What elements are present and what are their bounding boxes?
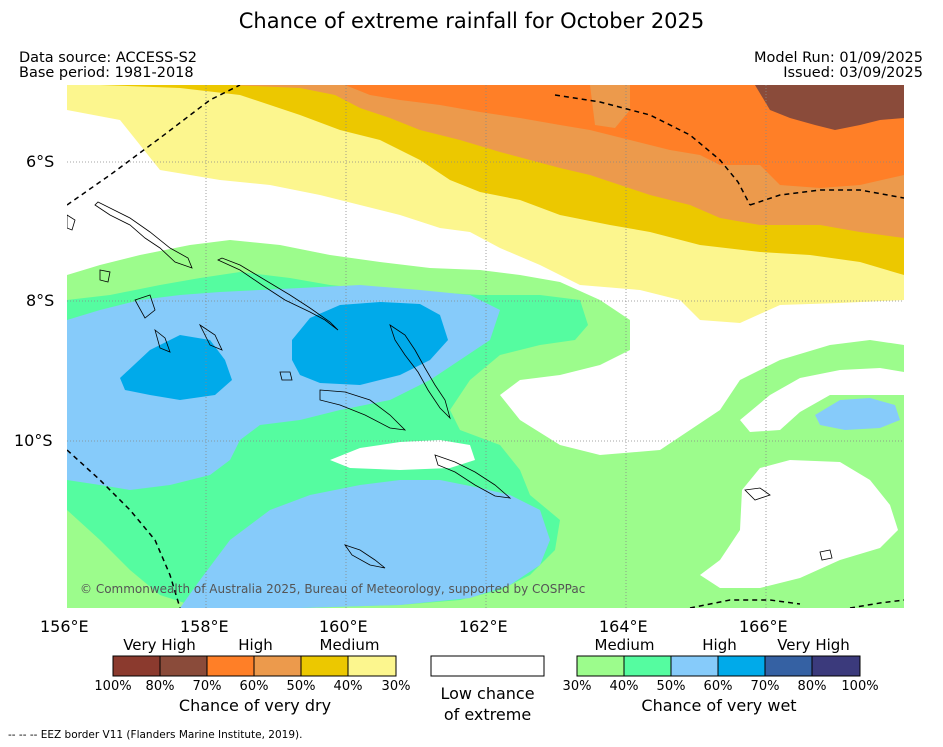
dry-50-patch [590, 85, 630, 128]
dry-tick-50: 50% [286, 679, 316, 694]
model-run: Model Run: 01/09/2025 [753, 50, 923, 66]
wet-tick-100: 100% [841, 679, 879, 694]
lon-label-156e: 156°E [40, 617, 89, 636]
dry-swatch-1 [112, 655, 161, 677]
wet-level-medium: Medium [594, 636, 655, 654]
map-field [67, 85, 904, 608]
wet-tick-30: 30% [562, 679, 592, 694]
wet-colorbar [576, 655, 861, 677]
wet-50-south [180, 480, 550, 608]
low-chance-patch-1 [330, 440, 475, 470]
coastlines [67, 201, 833, 569]
lon-label-166e: 166°E [739, 617, 788, 636]
meta-right: Model Run: 01/09/2025 Issued: 03/09/2025 [754, 51, 923, 81]
lon-label-164e: 164°E [599, 617, 648, 636]
dry-tick-30: 30% [381, 679, 411, 694]
copyright-notice: © Commonwealth of Australia 2025, Bureau… [80, 582, 586, 596]
meta-left: Data source: ACCESS-S2 Base period: 1981… [19, 51, 197, 81]
dry-swatch-4 [253, 655, 302, 677]
dry-tick-40: 40% [333, 679, 363, 694]
wet-50-east [815, 398, 900, 430]
low-chance-patch-2 [700, 460, 898, 588]
dry-tick-60: 60% [239, 679, 269, 694]
base-period: Base period: 1981-2018 [19, 65, 194, 81]
wet-caption: Chance of very wet [641, 696, 797, 715]
dry-tick-100: 100% [94, 679, 132, 694]
lat-label-8s: 8°S [26, 291, 55, 310]
wet-swatch-6 [811, 655, 861, 677]
dry-caption: Chance of very dry [178, 696, 332, 715]
low-chance-line2: of extreme [443, 705, 532, 724]
dry-swatch-6 [347, 655, 397, 677]
wet-swatch-2 [623, 655, 672, 677]
wet-tick-60: 60% [703, 679, 733, 694]
dry-tick-70: 70% [192, 679, 222, 694]
low-chance-line1: Low chance [440, 684, 535, 703]
wet-tick-70: 70% [750, 679, 780, 694]
dry-level-medium: Medium [319, 636, 380, 654]
dry-60-band [345, 85, 904, 188]
issued-date: Issued: 03/09/2025 [783, 65, 923, 81]
eez-borders [67, 85, 904, 608]
wet-level-high: High [702, 636, 737, 654]
dry-tick-80: 80% [145, 679, 175, 694]
low-chance-patch-3 [740, 368, 904, 432]
wet-tick-50: 50% [656, 679, 686, 694]
dry-swatch-3 [206, 655, 255, 677]
low-chance-caption: Low chance of extreme [420, 683, 555, 725]
map-title: Chance of extreme rainfall for October 2… [238, 9, 705, 33]
graticule [67, 85, 904, 608]
wet-swatch-1 [576, 655, 625, 677]
lon-label-160e: 160°E [319, 617, 368, 636]
wet-tick-80: 80% [797, 679, 827, 694]
dry-level-high: High [238, 636, 273, 654]
low-chance-swatch [430, 655, 545, 677]
wet-swatch-4 [717, 655, 766, 677]
eez-footnote: -- -- -- EEZ border V11 (Flanders Marine… [8, 729, 303, 741]
wet-level-very-high: Very High [777, 636, 850, 654]
lat-label-10s: 10°S [14, 431, 53, 450]
data-source: Data source: ACCESS-S2 [19, 50, 198, 66]
dry-swatch-5 [300, 655, 349, 677]
wet-swatch-3 [670, 655, 719, 677]
dry-swatch-2 [159, 655, 208, 677]
lat-label-6s: 6°S [26, 152, 55, 171]
lon-label-162e: 162°E [459, 617, 508, 636]
wet-tick-40: 40% [609, 679, 639, 694]
wet-swatch-5 [764, 655, 813, 677]
lon-label-158e: 158°E [180, 617, 229, 636]
dry-level-very-high: Very High [123, 636, 196, 654]
wet-60-west [120, 335, 232, 400]
dry-colorbar [112, 655, 397, 677]
dry-80-patch [755, 85, 904, 130]
